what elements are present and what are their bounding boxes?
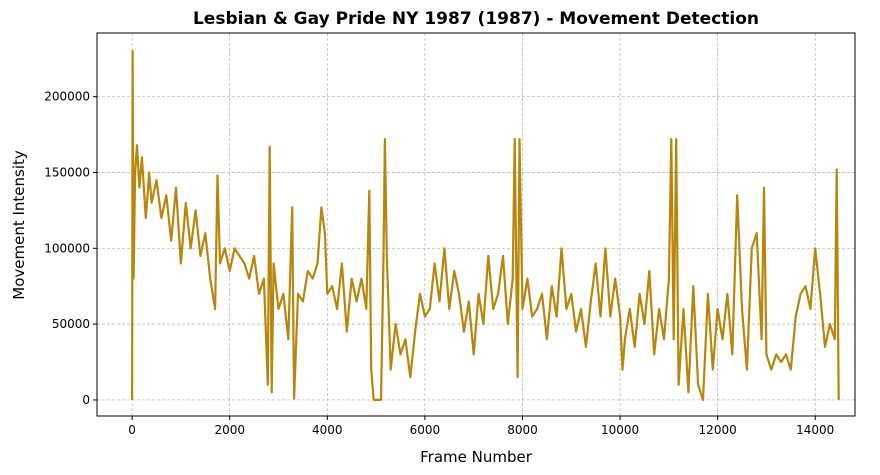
y-tick-label: 0 [82, 393, 90, 407]
x-tick-label: 10000 [601, 423, 639, 437]
data-line [131, 50, 840, 401]
y-tick-label: 200000 [44, 90, 90, 104]
x-tick-label: 8000 [507, 423, 538, 437]
x-tick-label: 6000 [410, 423, 441, 437]
x-tick-label: 0 [128, 423, 136, 437]
x-axis-label: Frame Number [420, 448, 533, 466]
y-tick-label: 100000 [44, 241, 90, 255]
x-tick-label: 4000 [312, 423, 343, 437]
y-axis-label: Movement Intensity [10, 150, 28, 300]
y-tick-label: 150000 [44, 165, 90, 179]
chart-title: Lesbian & Gay Pride NY 1987 (1987) - Mov… [193, 9, 759, 29]
y-tick-label: 50000 [52, 317, 90, 331]
plot-frame [96, 32, 856, 417]
x-tick-label: 2000 [214, 423, 245, 437]
x-tick-label: 14000 [796, 423, 834, 437]
x-tick-label: 12000 [699, 423, 737, 437]
